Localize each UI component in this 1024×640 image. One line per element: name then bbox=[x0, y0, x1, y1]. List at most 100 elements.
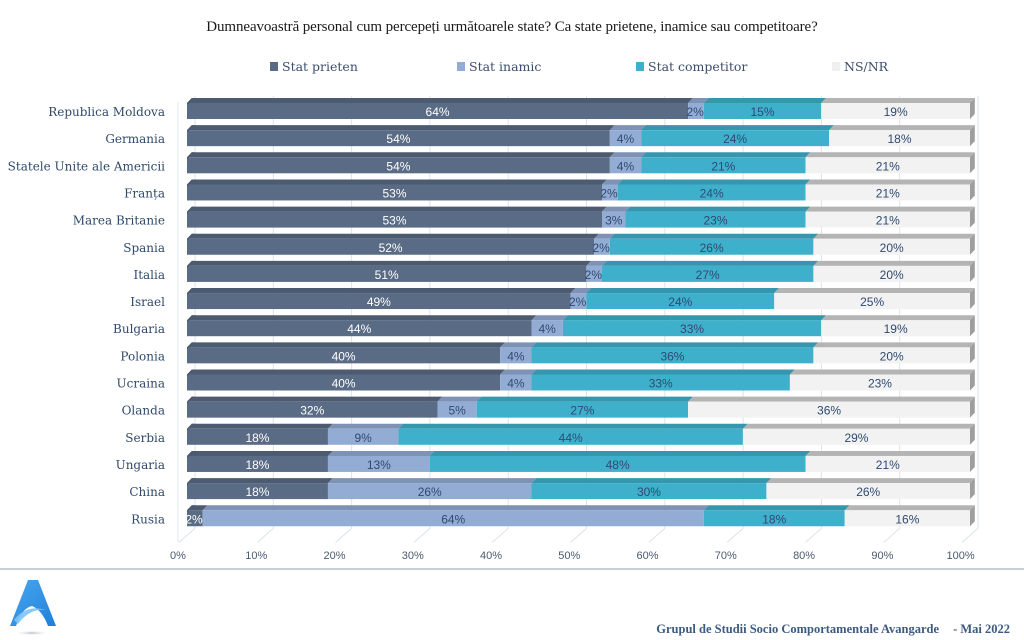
data-label: 33% bbox=[680, 322, 704, 336]
bar-left-cap bbox=[187, 478, 195, 486]
floor-gridline bbox=[805, 528, 822, 543]
data-label: 53% bbox=[382, 214, 406, 228]
data-label: 33% bbox=[649, 377, 673, 391]
bar-top-face bbox=[500, 369, 537, 375]
floor-gridline bbox=[726, 528, 744, 543]
bar-end-face bbox=[970, 179, 975, 201]
bar-segment bbox=[601, 265, 814, 282]
bar-top-face bbox=[187, 369, 505, 375]
data-label: 13% bbox=[367, 458, 391, 472]
bar-segment bbox=[327, 428, 399, 445]
bar-top-face bbox=[641, 125, 834, 131]
bar-segment bbox=[601, 211, 626, 228]
legend-swatch-icon bbox=[832, 62, 840, 71]
data-label: 2% bbox=[686, 105, 704, 119]
bar-top-face bbox=[187, 450, 333, 456]
data-label: 30% bbox=[637, 485, 661, 499]
bar-top-face bbox=[594, 233, 615, 239]
bar-end-face bbox=[970, 152, 975, 174]
bar-segment bbox=[500, 374, 532, 391]
bar-segment bbox=[187, 347, 501, 364]
avangarde-logo-icon bbox=[10, 580, 56, 636]
bar-segment bbox=[187, 320, 532, 337]
bar-segment bbox=[531, 320, 563, 337]
x-tick-label: 60% bbox=[637, 550, 659, 562]
category-label: Polonia bbox=[120, 349, 165, 363]
legend-label: Stat inamic bbox=[469, 59, 542, 74]
bar-top-face bbox=[688, 396, 975, 402]
bar-top-face bbox=[570, 288, 592, 294]
bar-left-cap bbox=[187, 260, 195, 268]
floor-gridline bbox=[961, 528, 979, 543]
bar-left-cap bbox=[187, 369, 195, 377]
floor-gridline bbox=[491, 528, 509, 543]
bar-top-face bbox=[821, 98, 975, 103]
data-label: 23% bbox=[704, 214, 728, 228]
category-label: Ungaria bbox=[116, 458, 165, 472]
footer-date: - Mai 2022 bbox=[953, 622, 1010, 636]
bar-top-face bbox=[609, 152, 646, 158]
bar-top-face bbox=[327, 450, 435, 456]
x-tick-label: 90% bbox=[871, 550, 893, 562]
bar-end-face bbox=[970, 342, 975, 364]
bar-segment bbox=[202, 510, 704, 527]
bar-top-face bbox=[187, 315, 537, 321]
bar-end-face bbox=[970, 396, 975, 418]
data-label: 20% bbox=[880, 241, 904, 255]
data-label: 18% bbox=[762, 512, 786, 526]
data-label: 2% bbox=[592, 241, 610, 255]
legend-label: Stat competitor bbox=[648, 59, 748, 74]
bar-segment bbox=[187, 483, 328, 500]
data-label: 27% bbox=[696, 268, 720, 282]
bar-top-face bbox=[742, 423, 975, 429]
bar-segment bbox=[187, 455, 328, 472]
bar-top-face bbox=[805, 450, 975, 456]
bar-segment bbox=[500, 347, 532, 364]
data-label: 20% bbox=[880, 349, 904, 363]
bar-left-cap bbox=[187, 315, 195, 323]
x-tick-label: 50% bbox=[558, 550, 580, 562]
data-label: 20% bbox=[880, 268, 904, 282]
bar-segment bbox=[625, 211, 806, 228]
data-label: 5% bbox=[448, 404, 466, 418]
data-label: 44% bbox=[347, 322, 371, 336]
data-label: 4% bbox=[617, 159, 635, 173]
bar-left-cap bbox=[187, 179, 195, 187]
bar-top-face bbox=[813, 233, 975, 239]
category-label: Rusia bbox=[131, 512, 165, 526]
bar-top-face bbox=[617, 179, 811, 185]
bar-top-face bbox=[562, 315, 827, 321]
data-label: 44% bbox=[559, 431, 583, 445]
bar-left-cap bbox=[187, 396, 195, 404]
legend-swatch-icon bbox=[636, 62, 644, 71]
bar-top-face bbox=[703, 505, 850, 511]
floor-gridline bbox=[335, 528, 352, 543]
data-label: 26% bbox=[700, 241, 724, 255]
data-label: 16% bbox=[895, 512, 919, 526]
bar-segment bbox=[187, 184, 602, 201]
data-label: 48% bbox=[606, 458, 630, 472]
footer-organization: Grupul de Studii Socio Comportamentale A… bbox=[656, 622, 940, 636]
data-label: 19% bbox=[884, 105, 908, 119]
bar-left-cap bbox=[187, 423, 195, 431]
bar-top-face bbox=[805, 152, 975, 158]
bar-segment bbox=[437, 401, 477, 418]
bar-segment bbox=[774, 293, 970, 310]
bar-end-face bbox=[970, 423, 975, 445]
data-label: 26% bbox=[856, 485, 880, 499]
data-label: 26% bbox=[418, 485, 442, 499]
bar-top-face bbox=[202, 505, 709, 511]
bar-segment bbox=[562, 320, 822, 337]
bar-segment bbox=[813, 347, 970, 364]
bar-left-cap bbox=[187, 505, 195, 513]
bar-segment bbox=[586, 265, 602, 282]
footer-credit: Grupul de Studii Socio Comportamentale A… bbox=[656, 622, 1010, 637]
bar-segment bbox=[742, 428, 970, 445]
data-label: 2% bbox=[569, 295, 587, 309]
bar-end-face bbox=[970, 315, 975, 337]
legend-item-stat-inamic: Stat inamic bbox=[457, 59, 541, 74]
bar-segment bbox=[187, 293, 571, 310]
floor-gridline bbox=[883, 528, 901, 543]
bar-top-face bbox=[187, 342, 505, 348]
bar-end-face bbox=[970, 369, 975, 391]
